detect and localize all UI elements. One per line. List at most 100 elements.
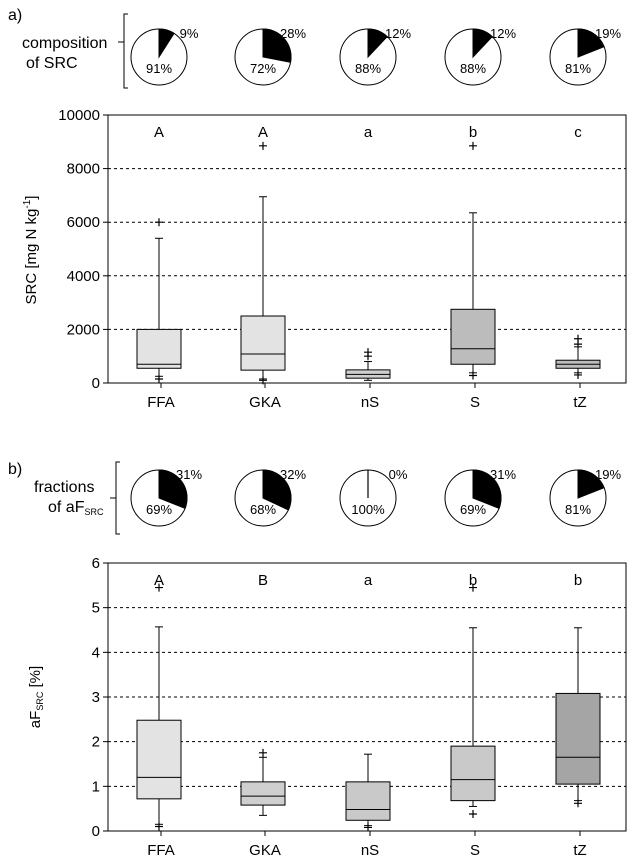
panel-a-category-label-1: GKA	[249, 394, 281, 411]
panel-a-outlier-2-1	[364, 348, 372, 357]
panel-a-ytick-label-5: 10000	[58, 107, 100, 124]
panel-b-ytick-label-5: 5	[92, 600, 100, 617]
panel-a-outlier-1-0	[259, 376, 267, 385]
panel-b-pie-slice-1	[262, 469, 292, 511]
panel-b-outlier-2-0	[364, 823, 372, 832]
panel-b-outlier-3-0	[469, 810, 477, 819]
panel-a-pie-small-label-0: 9%	[180, 26, 199, 41]
panel-b-ylabel-sub: SRC	[35, 691, 45, 711]
panel-b-ytick-label-4: 4	[92, 644, 100, 661]
panel-b-pie-small-label-2: 0%	[389, 467, 408, 482]
panel-a-category-label-4: tZ	[573, 394, 586, 411]
panel-a-pie-slice-3	[472, 28, 493, 59]
panel-b-pie-large-label-4: 81%	[565, 502, 591, 517]
panel-b-box-2	[345, 781, 391, 821]
panel-b-pie-caption-line2: of aFSRC	[48, 499, 104, 517]
panel-a-outlier-4-2	[574, 334, 582, 343]
panel-a-pie-caption-line1: composition	[22, 35, 107, 52]
panel-a-outlier-1-1	[259, 141, 267, 150]
panel-a-letter-0: A	[154, 124, 164, 141]
panel-b-ytick-label-2: 2	[92, 734, 100, 751]
panel-b-ytick-label-6: 6	[92, 555, 100, 572]
panel-a-outlier-4-0	[574, 370, 582, 379]
panel-b-caption-bracket	[110, 461, 120, 535]
panel-b-outlier-0-0	[155, 822, 163, 831]
panel-a-pie-slice-4	[577, 28, 605, 58]
panel-b-pie-caption-text2: of aF	[48, 499, 85, 516]
panel-b-outlier-0-1	[155, 583, 163, 592]
panel-a-ylabel: SRC [mg N kg-1]	[22, 196, 40, 305]
panel-a-outlier-0-0	[155, 374, 163, 383]
panel-b-outlier-3-1	[469, 583, 477, 592]
panel-a-pie-small-label-2: 12%	[385, 26, 411, 41]
panel-a-pie-small-label-1: 28%	[280, 26, 306, 41]
panel-b-box-4	[555, 692, 601, 785]
panel-a-box-3	[450, 308, 496, 365]
panel-a-pie-slice-2	[367, 28, 388, 59]
panel-b-pie-large-label-1: 68%	[250, 502, 276, 517]
panel-b-category-label-0: FFA	[147, 842, 175, 859]
panel-a-ytick-label-1: 2000	[67, 321, 100, 338]
panel-b-pie-slice-3	[472, 469, 502, 509]
panel-a-ytick-label-2: 4000	[67, 268, 100, 285]
panel-b-ytick-label-1: 1	[92, 778, 100, 795]
panel-a-pie-slice-0	[158, 28, 175, 59]
panel-a-ytick-label-0: 0	[92, 375, 100, 392]
panel-b-ylabel-rest: [%]	[27, 666, 44, 692]
panel-b-pie-small-label-3: 31%	[490, 467, 516, 482]
panel-a-outlier-3-0	[469, 371, 477, 380]
panel-b-outlier-1-0	[259, 748, 267, 757]
panel-b-outlier-4-0	[574, 799, 582, 808]
panel-b-pie-large-label-0: 69%	[146, 502, 172, 517]
panel-a-pie-large-label-0: 91%	[146, 61, 172, 76]
panel-b-box-0	[136, 719, 182, 800]
panel-b-letter-1: B	[258, 572, 268, 589]
panel-b-pie-large-label-3: 69%	[460, 502, 486, 517]
panel-b-box-3	[450, 745, 496, 802]
panel-b-label: b)	[8, 461, 22, 478]
panel-b-category-label-4: tZ	[573, 842, 586, 859]
panel-b-letter-3: b	[469, 572, 477, 589]
panel-a-ylabel-close: ]	[23, 196, 40, 200]
panel-b-category-label-3: S	[470, 842, 480, 859]
panel-a-caption-bracket	[118, 13, 128, 89]
panel-b-ylabel: aFSRC [%]	[27, 666, 45, 728]
panel-b-category-label-2: nS	[361, 842, 379, 859]
panel-a-category-label-3: S	[470, 394, 480, 411]
panel-b-letter-0: A	[154, 572, 164, 589]
panel-a-pie-large-label-2: 88%	[355, 61, 381, 76]
panel-a-pie-large-label-3: 88%	[460, 61, 486, 76]
panel-b-pie-slice-0	[158, 469, 188, 509]
panel-b-pie-caption-line1: fractions	[34, 479, 94, 496]
panel-b-ytick-label-3: 3	[92, 689, 100, 706]
panel-a-pie-large-label-1: 72%	[250, 61, 276, 76]
panel-a-plot-frame	[107, 114, 627, 384]
panel-a-ylabel-main: SRC [mg N kg	[23, 209, 40, 305]
panel-b-pie-small-label-0: 31%	[176, 467, 202, 482]
panel-a-pie-large-label-4: 81%	[565, 61, 591, 76]
panel-b-category-label-1: GKA	[249, 842, 281, 859]
panel-a-label: a)	[8, 7, 22, 24]
panel-b-pies: 31% 69% 32% 68% 0% 100% 31% 69% 19% 81%	[130, 467, 621, 527]
panel-a-letter-2: a	[364, 124, 373, 141]
panel-b-pie-small-label-1: 32%	[280, 467, 306, 482]
panel-b-pie-caption-sub: SRC	[84, 507, 104, 517]
panel-b-ylabel-main: aF	[27, 711, 44, 729]
panel-a-pie-small-label-4: 19%	[595, 26, 621, 41]
panel-a-letter-3: b	[469, 124, 477, 141]
panel-a-pie-small-label-3: 12%	[490, 26, 516, 41]
panel-b-pie-large-label-2: 100%	[351, 502, 385, 517]
panel-a-pie-slice-1	[262, 28, 292, 63]
panel-a-box-0	[136, 328, 182, 369]
panel-b-box-1	[240, 781, 286, 806]
panel-b-ytick-label-0: 0	[92, 823, 100, 840]
panel-a-category-label-2: nS	[361, 394, 379, 411]
panel-a-outlier-0-1	[155, 218, 163, 227]
panel-a-outlier-3-1	[469, 141, 477, 150]
panel-a-category-label-0: FFA	[147, 394, 175, 411]
panel-b-pie-slice-4	[577, 469, 605, 499]
panel-a-pies: 9% 91% 28% 72% 12% 88% 12% 88% 19% 81%	[130, 26, 621, 86]
